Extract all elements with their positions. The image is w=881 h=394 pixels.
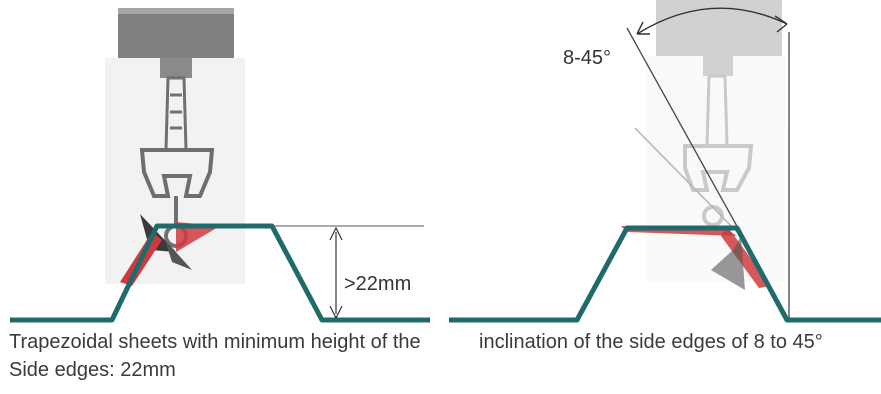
left-panel: >22mm Trapezoidal sheets with minimum he… bbox=[0, 0, 440, 394]
mount-thread bbox=[170, 93, 182, 130]
left-caption: Trapezoidal sheets with minimum height o… bbox=[9, 331, 421, 381]
right-diagram: 8-45° bbox=[449, 0, 881, 323]
mount-rail bbox=[118, 8, 234, 58]
right-panel: 8-45° inclination of the side edges of 8… bbox=[441, 0, 881, 394]
mount-nut bbox=[703, 56, 733, 76]
incline-line-lower bbox=[634, 127, 742, 237]
trapezoidal-sheet-profile bbox=[449, 225, 881, 323]
angle-label: 8-45° bbox=[563, 47, 611, 69]
mount-body bbox=[683, 144, 754, 192]
mount-background bbox=[646, 56, 786, 282]
dimension-label: >22mm bbox=[344, 273, 411, 295]
mount-rail bbox=[656, 0, 782, 56]
clamp-jaw-right bbox=[711, 236, 745, 290]
dimension-arrow bbox=[329, 226, 343, 320]
mount-background bbox=[105, 58, 245, 284]
solar-mount-clamp-icon bbox=[646, 0, 786, 282]
right-caption: inclination of the side edges of 8 to 45… bbox=[479, 331, 823, 353]
seal-top bbox=[176, 222, 220, 252]
left-diagram: >22mm bbox=[10, 8, 430, 323]
mount-stem bbox=[705, 74, 729, 148]
solar-mount-clamp-icon bbox=[105, 8, 245, 286]
mount-rail-top bbox=[118, 8, 234, 14]
clamp-jaw-right bbox=[165, 240, 192, 270]
mount-body bbox=[139, 148, 215, 198]
angle-arc-arrow bbox=[636, 7, 788, 35]
trapezoidal-sheet-profile bbox=[10, 223, 430, 323]
mount-nut bbox=[160, 58, 192, 78]
